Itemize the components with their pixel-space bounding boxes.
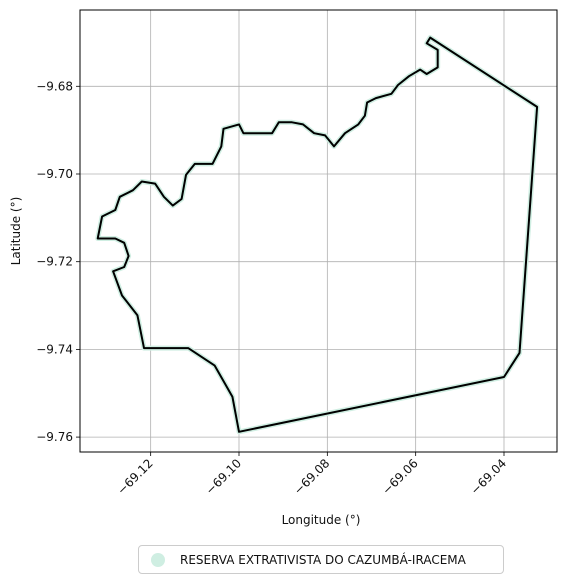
- plot-frame: [79, 9, 558, 453]
- y-axis-label: Latitude (°): [9, 197, 23, 266]
- legend-label: RESERVA EXTRATIVISTA DO CAZUMBÁ-IRACEMA: [180, 552, 466, 567]
- x-axis-ticks: −69.12 −69.10 −69.08 −69.06 −69.04: [114, 452, 509, 498]
- y-tick-label: −9.76: [36, 430, 73, 444]
- x-tick-label: −69.04: [468, 456, 509, 497]
- x-tick-label: −69.12: [114, 456, 155, 497]
- legend-swatch: [151, 552, 165, 567]
- y-tick-label: −9.74: [36, 342, 73, 356]
- x-tick-label: −69.06: [379, 456, 420, 497]
- legend: RESERVA EXTRATIVISTA DO CAZUMBÁ-IRACEMA: [138, 545, 504, 574]
- x-axis-label: Longitude (°): [282, 513, 361, 527]
- y-tick-label: −9.70: [36, 167, 73, 181]
- x-tick-label: −69.10: [203, 456, 244, 497]
- y-tick-label: −9.72: [36, 255, 73, 269]
- reserve-boundary: [96, 36, 539, 433]
- reserve-fill-halo: [95, 35, 540, 435]
- x-tick-label: −69.08: [291, 456, 332, 497]
- reserve-polygon-layer: [95, 35, 540, 435]
- grid-lines: [80, 10, 557, 452]
- y-tick-label: −9.68: [36, 79, 73, 93]
- y-axis-ticks: −9.68 −9.70 −9.72 −9.74 −9.76: [36, 79, 80, 444]
